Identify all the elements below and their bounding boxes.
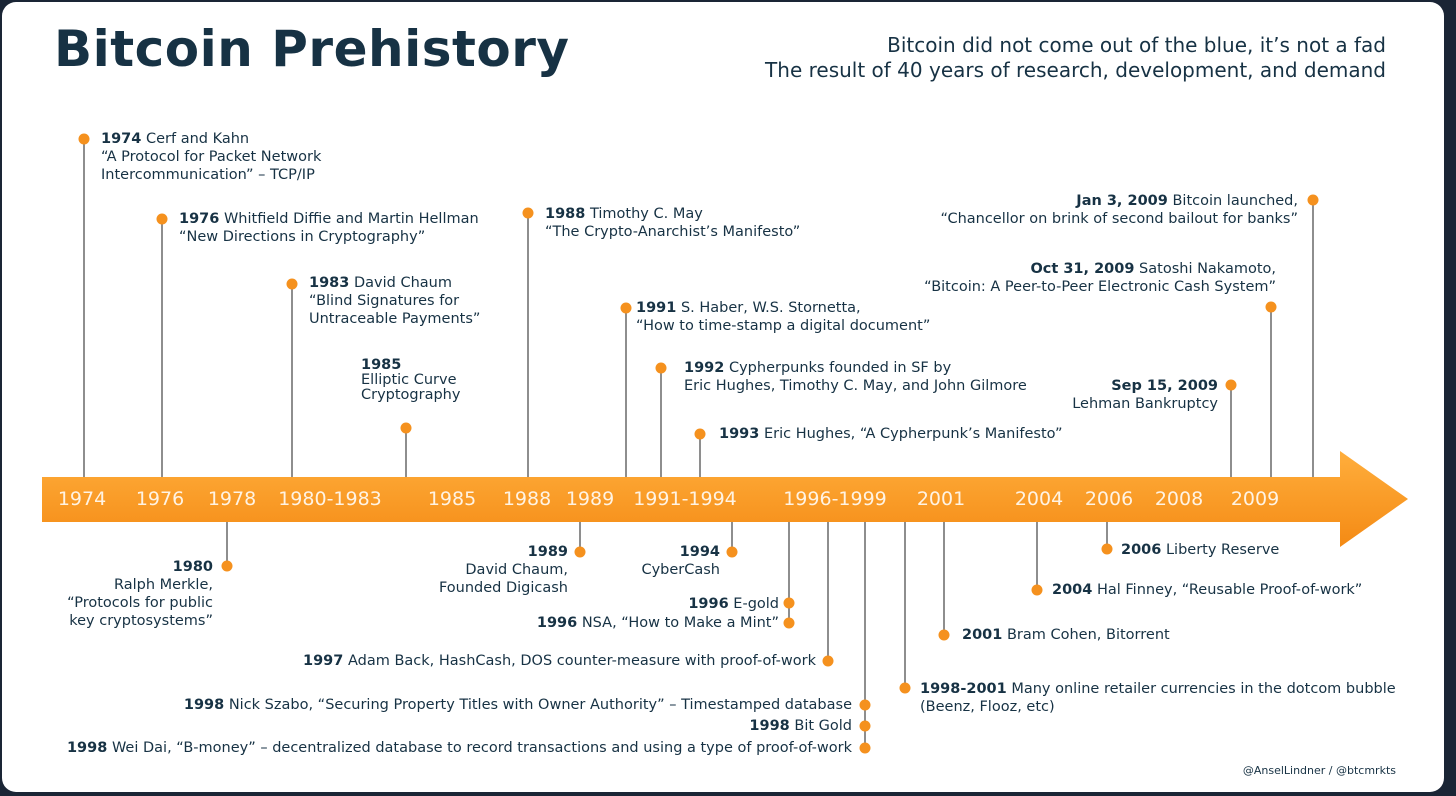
event-2001: 2001 Bram Cohen, Bitorrent <box>962 627 1170 643</box>
event-1996-nsa: 1996 NSA, “How to Make a Mint” <box>536 615 779 631</box>
event-2004: 2004 Hal Finney, “Reusable Proof-of-work… <box>1052 582 1363 598</box>
event-marker <box>1225 379 1237 391</box>
year-label: 2009 <box>1230 488 1280 510</box>
event-marker <box>822 655 834 667</box>
event-connector <box>660 368 662 477</box>
event-connector <box>943 522 945 635</box>
event-1998-bitgold: 1998 Bit Gold <box>749 718 852 734</box>
event-connector <box>1230 385 1232 477</box>
event-marker <box>620 302 632 314</box>
event-1998-bmoney: 1998 Wei Dai, “B-money” – decentralized … <box>66 740 852 756</box>
event-marker <box>938 629 950 641</box>
event-marker <box>783 597 795 609</box>
event-1992: 1992 Cypherpunks founded in SF by Eric H… <box>684 360 1027 394</box>
event-marker <box>1307 194 1319 206</box>
event-1998-szabo: 1998 Nick Szabo, “Securing Property Titl… <box>183 697 852 713</box>
year-label: 2006 <box>1084 488 1134 510</box>
event-marker <box>1265 301 1277 313</box>
event-jan-2009: Jan 3, 2009 Bitcoin launched, “Chancello… <box>940 193 1298 227</box>
year-label: 2004 <box>1014 488 1064 510</box>
year-label: 1991-1994 <box>633 488 737 510</box>
event-connector <box>904 522 906 688</box>
event-connector <box>1106 522 1108 549</box>
event-marker <box>400 422 412 434</box>
year-label: 1976 <box>135 488 185 510</box>
event-marker <box>156 213 168 225</box>
event-connector <box>83 139 85 477</box>
event-1998-2001: 1998-2001 Many online retailer currencie… <box>920 681 1396 715</box>
page-title: Bitcoin Prehistory <box>54 20 570 78</box>
event-marker <box>78 133 90 145</box>
event-1994: 1994 CyberCash <box>641 544 720 578</box>
event-1983: 1983 David Chaum “Blind Signatures for U… <box>309 275 481 327</box>
year-label: 1989 <box>565 488 615 510</box>
event-connector <box>226 522 228 566</box>
credit-text: @AnselLindner / @btcmrkts <box>1242 764 1396 777</box>
year-label: 1996-1999 <box>783 488 887 510</box>
event-1997: 1997 Adam Back, HashCash, DOS counter-me… <box>303 653 816 669</box>
event-connector <box>827 522 829 661</box>
event-sep-2008: Sep 15, 2009 Lehman Bankruptcy <box>1072 378 1218 412</box>
subtitle-line-2: The result of 40 years of research, deve… <box>765 58 1386 82</box>
event-connector <box>405 428 407 477</box>
event-1988: 1988 Timothy C. May “The Crypto-Anarchis… <box>545 206 801 240</box>
timeline-arrow-body <box>42 451 1408 547</box>
event-connector <box>788 522 790 623</box>
subtitle-line-1: Bitcoin did not come out of the blue, it… <box>887 33 1386 57</box>
event-connector <box>161 219 163 477</box>
event-1991: 1991 S. Haber, W.S. Stornetta, “How to t… <box>636 300 931 334</box>
year-label: 1985 <box>427 488 477 510</box>
event-marker <box>859 699 871 711</box>
year-label: 1978 <box>207 488 257 510</box>
event-1976: 1976 Whitfield Diffie and Martin Hellman… <box>179 211 479 245</box>
event-connector <box>864 522 866 748</box>
event-connector <box>731 522 733 552</box>
event-2006: 2006 Liberty Reserve <box>1121 542 1280 558</box>
event-marker <box>859 742 871 754</box>
event-connector <box>699 434 701 477</box>
event-marker <box>783 617 795 629</box>
event-1993: 1993 Eric Hughes, “A Cypherpunk’s Manife… <box>719 426 1063 442</box>
event-oct-2008: Oct 31, 2009 Satoshi Nakamoto, “Bitcoin:… <box>924 261 1276 295</box>
event-marker <box>694 428 706 440</box>
event-connector <box>291 284 293 477</box>
year-label: 1974 <box>57 488 107 510</box>
event-connector <box>579 522 581 552</box>
event-marker <box>286 278 298 290</box>
event-marker <box>574 546 586 558</box>
event-1989: 1989 David Chaum, Founded Digicash <box>438 544 568 596</box>
event-marker <box>899 682 911 694</box>
event-1985: 1985 Elliptic Curve Cryptography <box>361 357 461 403</box>
year-label: 1988 <box>502 488 552 510</box>
event-connector <box>1312 200 1314 477</box>
event-marker <box>522 207 534 219</box>
event-marker <box>1101 543 1113 555</box>
event-connector <box>625 308 627 477</box>
event-marker <box>221 560 233 572</box>
event-1980: 1980 Ralph Merkle, “Protocols for public… <box>67 559 213 629</box>
event-1996-egold: 1996 E-gold <box>688 596 779 612</box>
event-marker <box>726 546 738 558</box>
year-label: 2008 <box>1154 488 1204 510</box>
event-marker <box>1031 584 1043 596</box>
event-marker <box>655 362 667 374</box>
event-connector <box>527 213 529 477</box>
event-connector <box>1036 522 1038 590</box>
event-connector <box>1270 307 1272 477</box>
event-marker <box>859 720 871 732</box>
year-label: 2001 <box>916 488 966 510</box>
year-label: 1980-1983 <box>278 488 382 510</box>
event-1974: 1974 Cerf and Kahn “A Protocol for Packe… <box>101 131 322 183</box>
